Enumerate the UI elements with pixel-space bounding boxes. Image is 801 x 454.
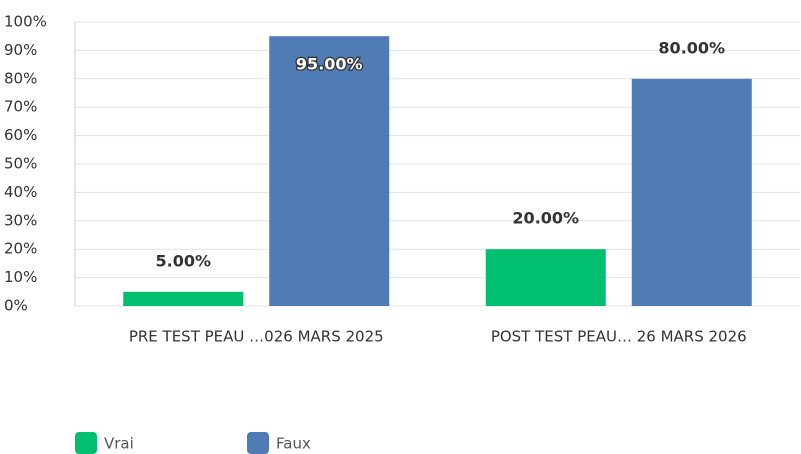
- bar: [123, 291, 244, 306]
- x-tick-label: PRE TEST PEAU …026 MARS 2025: [129, 328, 384, 346]
- legend-swatch: [247, 432, 269, 454]
- legend-label: Vrai: [104, 435, 134, 453]
- y-tick-label: 40%: [4, 183, 37, 201]
- x-tick-label: POST TEST PEAU… 26 MARS 2026: [491, 328, 747, 346]
- y-tick-label: 60%: [4, 126, 37, 144]
- y-tick-label: 10%: [4, 268, 37, 286]
- value-label: 20.00%: [512, 209, 579, 228]
- bar: [269, 36, 390, 306]
- y-tick-label: 90%: [4, 41, 37, 59]
- value-label: 5.00%: [155, 251, 211, 270]
- y-tick-label: 30%: [4, 211, 37, 229]
- y-tick-label: 0%: [4, 297, 28, 315]
- value-label: 80.00%: [658, 38, 725, 57]
- legend-label: Faux: [276, 435, 311, 453]
- y-tick-label: 80%: [4, 69, 37, 87]
- bar: [485, 249, 606, 306]
- value-label: 95.00%: [296, 55, 363, 74]
- bar: [631, 78, 752, 306]
- y-tick-label: 20%: [4, 240, 37, 258]
- y-tick-label: 100%: [4, 13, 47, 31]
- legend-swatch: [75, 432, 97, 454]
- y-tick-label: 50%: [4, 155, 37, 173]
- y-tick-label: 70%: [4, 98, 37, 116]
